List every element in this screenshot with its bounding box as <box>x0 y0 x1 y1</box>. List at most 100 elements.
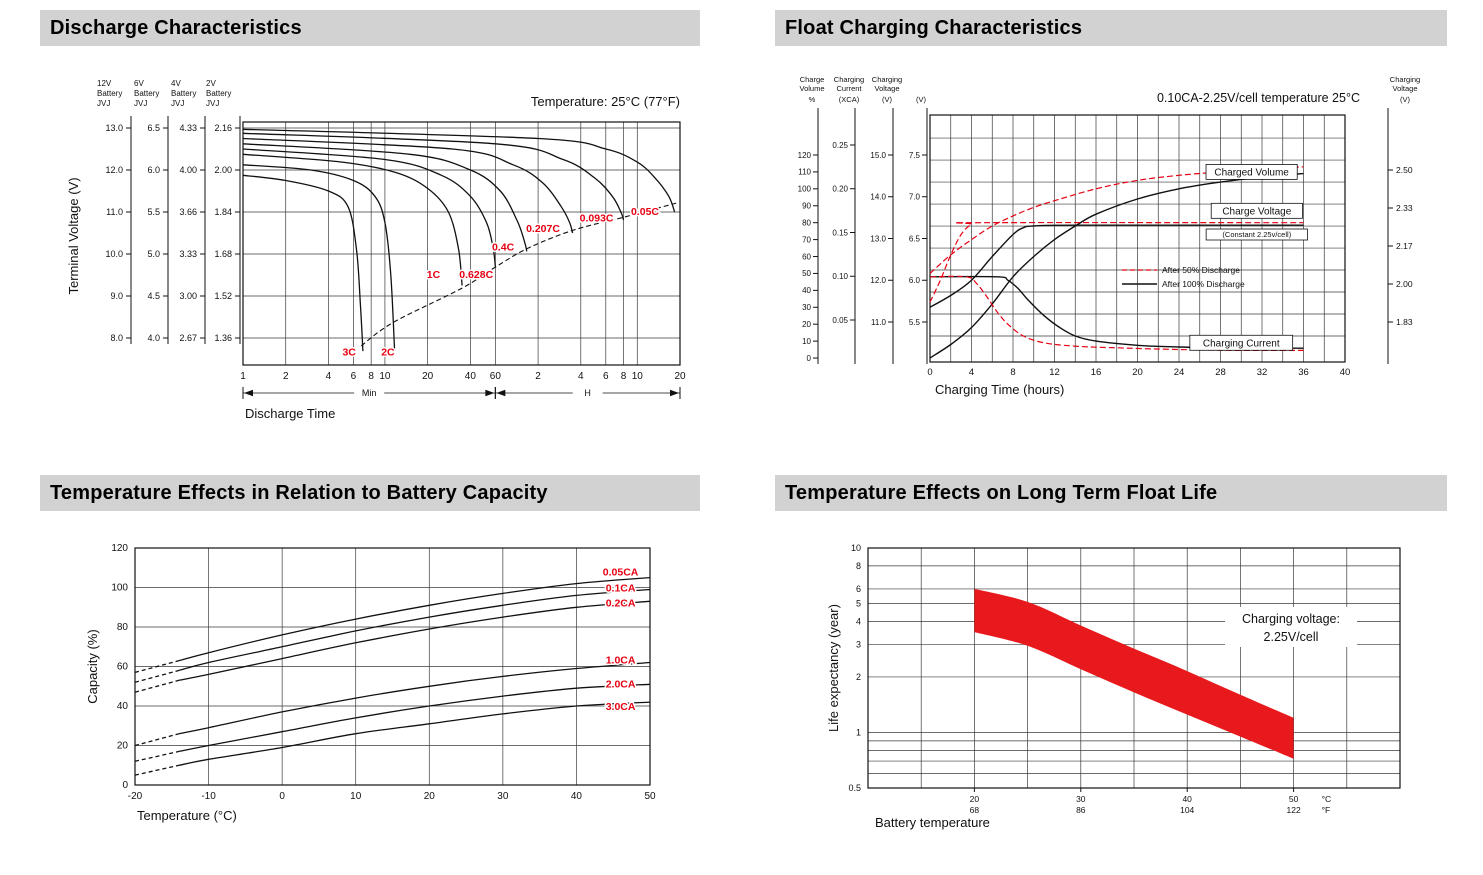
capacity-x-tick: 0 <box>279 791 285 802</box>
float-x-tick: 8 <box>1010 367 1015 378</box>
discharge-curve-2C <box>242 164 396 352</box>
discharge-x-tick: 60 <box>490 371 502 382</box>
float-x-tick: 40 <box>1340 367 1351 378</box>
capacity-curve-2.0CA <box>178 683 651 753</box>
capacity-y-tick: 60 <box>117 662 129 673</box>
discharge-rate-label: 0.4C <box>492 241 515 253</box>
life-ylabel: Life expectancy (year) <box>826 604 841 732</box>
discharge-x-tick: 10 <box>632 371 644 382</box>
life-y-tick: 2 <box>856 672 861 682</box>
float-right-axis-tick: 2.17 <box>1396 241 1413 251</box>
discharge-x-tick: 40 <box>465 371 477 382</box>
discharge-y-tick: 3.00 <box>179 291 197 301</box>
float-left-axis-tick: 60 <box>802 252 811 261</box>
discharge-x-tick: 2 <box>535 371 541 382</box>
float-x-tick: 24 <box>1174 367 1185 378</box>
float-left-axis-tick: 100 <box>798 185 812 194</box>
float-left-axis-tick: 13.0 <box>870 234 886 243</box>
discharge-x-tick: 6 <box>603 371 609 382</box>
discharge-curve-0.628C <box>242 148 497 268</box>
float-left-axis-tick: 70 <box>802 235 811 244</box>
life-x-tick-celsius: 20 <box>970 794 980 804</box>
life-y-tick: 3 <box>856 639 861 649</box>
life-x-unit-celsius: °C <box>1322 794 1332 804</box>
discharge-y-tick: 4.0 <box>147 333 160 343</box>
discharge-rate-label: 0.093C <box>580 213 614 225</box>
discharge-y-tick: 5.0 <box>147 249 160 259</box>
discharge-curve-3C <box>242 174 364 352</box>
life-y-tick: 6 <box>856 584 861 594</box>
discharge-rate-label: 0.05C <box>631 206 659 218</box>
discharge-y-tick: 4.00 <box>179 165 197 175</box>
discharge-y-axis-header: JVJ <box>206 99 219 108</box>
float-left-axis-tick: 50 <box>802 269 811 278</box>
float-x-tick: 36 <box>1298 367 1309 378</box>
capacity-y-tick: 120 <box>111 543 128 554</box>
discharge-x-tick: 8 <box>368 371 374 382</box>
capacity-x-tick: -20 <box>128 791 143 802</box>
discharge-rate-label: 1C <box>427 269 441 281</box>
discharge-y-axis-header: Battery <box>171 89 196 98</box>
float-axis-header: Current <box>836 84 862 93</box>
discharge-y-tick: 4.33 <box>179 123 197 133</box>
discharge-y-axis-header: Battery <box>97 89 122 98</box>
capacity-curve-dashed-0.1CA <box>134 669 180 683</box>
life-x-tick-fahrenheit: 86 <box>1076 805 1086 815</box>
life-y-tick: 5 <box>856 599 861 609</box>
capacity-curve-dashed-3.0CA <box>134 764 180 776</box>
discharge-y-tick: 5.5 <box>147 207 160 217</box>
discharge-plot-border <box>242 121 681 366</box>
discharge-y-tick: 6.0 <box>147 165 160 175</box>
float-legend-label: After 100% Discharge <box>1162 279 1245 289</box>
float-right-axis-header: Voltage <box>1392 84 1417 93</box>
panel-temp-capacity: Temperature Effects in Relation to Batte… <box>40 475 700 841</box>
discharge-x-tick: 6 <box>351 371 357 382</box>
life-x-tick-celsius: 50 <box>1289 794 1299 804</box>
life-x-tick-fahrenheit: 122 <box>1287 805 1301 815</box>
float-left-axis-tick: 0.15 <box>832 228 848 237</box>
float-charging-plot: 0 4 8 12 16 20 24 28 32 36 40 Charging Time (hours)… <box>798 75 1421 397</box>
life-y-tick: 4 <box>856 616 861 626</box>
panel-temp-capacity-title: Temperature Effects in Relation to Batte… <box>50 482 548 504</box>
discharge-rate-label: 0.207C <box>526 223 560 235</box>
capacity-plot-border <box>134 547 651 786</box>
life-xlabel: Battery temperature <box>875 815 990 830</box>
panel-float-charging: Float Charging Characteristics 0 4 8 12 16 20… <box>775 10 1447 431</box>
capacity-curve-0.2CA <box>178 600 651 681</box>
capacity-rate-label: 0.2CA <box>606 597 636 609</box>
float-right-axis-unit: (V) <box>1400 95 1411 104</box>
float-axis-unit: (V) <box>882 95 893 104</box>
discharge-x-tick: 8 <box>621 371 627 382</box>
capacity-curve-3.0CA <box>178 701 651 766</box>
capacity-ylabel: Capacity (%) <box>85 629 100 703</box>
life-plot-border <box>867 547 1401 789</box>
discharge-curve-1C <box>242 153 463 286</box>
discharge-y-axis-header: 2V <box>206 79 216 88</box>
capacity-curve-1.0CA <box>178 661 651 735</box>
discharge-y-tick: 1.52 <box>214 291 232 301</box>
discharge-y-axis-header: JVJ <box>134 99 147 108</box>
panel-float-life: Temperature Effects on Long Term Float L… <box>775 475 1447 841</box>
float-life-plot: 1086543210.5206830864010450122°C°FBatter… <box>826 543 1401 830</box>
capacity-y-tick: 40 <box>117 701 129 712</box>
float-left-axis-tick: 6.5 <box>909 234 921 243</box>
float-life-chart: 1086543210.5206830864010450122°C°FBatter… <box>826 543 1401 830</box>
discharge-y-axis-header: 4V <box>171 79 181 88</box>
float-series-charging-current-50 <box>929 275 1304 352</box>
panel-float-life-header: Temperature Effects on Long Term Float L… <box>775 475 1447 511</box>
float-right-axis-tick: 1.83 <box>1396 317 1413 327</box>
float-xlabel: Charging Time (hours) <box>935 382 1064 397</box>
life-y-tick: 10 <box>851 543 861 553</box>
capacity-rate-label: 2.0CA <box>606 678 636 690</box>
life-annotation-line2: 2.25V/cell <box>1264 630 1319 644</box>
discharge-xlabel: Discharge Time <box>245 406 335 421</box>
float-left-axis-tick: 0.20 <box>832 185 848 194</box>
discharge-x-tick: 1 <box>240 371 246 382</box>
panel-float-charging-title: Float Charging Characteristics <box>785 17 1083 39</box>
float-left-axis-tick: 11.0 <box>871 318 887 327</box>
capacity-x-tick: 50 <box>644 791 656 802</box>
capacity-curve-0.1CA <box>178 588 651 672</box>
discharge-x-tick: 2 <box>283 371 289 382</box>
capacity-y-tick: 80 <box>117 622 129 633</box>
float-axis-header: Charge <box>800 75 825 84</box>
